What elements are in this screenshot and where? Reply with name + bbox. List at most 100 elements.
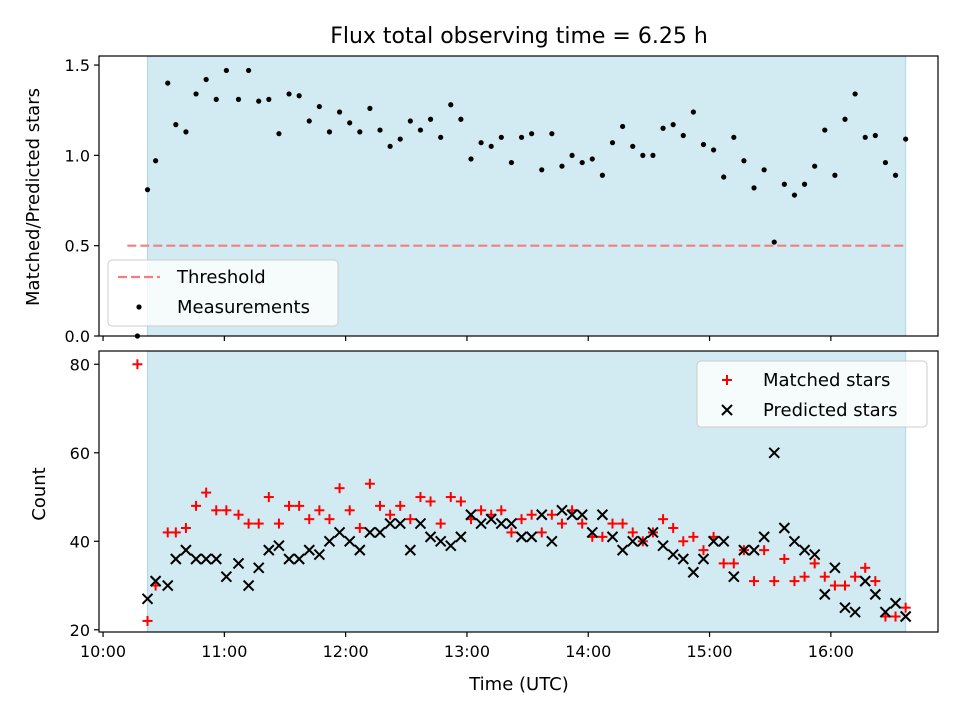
matched-star-point (607, 518, 618, 529)
matched-star-point (294, 500, 305, 511)
measurement-point (650, 152, 656, 158)
predicted-star-point (849, 606, 861, 618)
matched-star-point (201, 487, 212, 498)
matched-star-point (617, 518, 628, 529)
measurement-point (276, 131, 282, 137)
matched-star-point (668, 523, 679, 534)
predicted-star-point (566, 509, 578, 521)
matched-star-point (142, 615, 153, 626)
legend-box (696, 360, 928, 428)
matched-star-point (273, 518, 284, 529)
measurement-point (589, 156, 595, 162)
matched-star-point (435, 518, 446, 529)
x-tick-label: 13:00 (444, 642, 490, 661)
bottom-legend: Matched stars Predicted stars (696, 360, 928, 428)
predicted-star-point (667, 548, 679, 561)
matched-star-point (698, 545, 709, 556)
predicted-star-point (343, 535, 356, 547)
y-tick-label: 60 (70, 444, 90, 463)
matched-star-point (819, 571, 830, 582)
matched-star-point (445, 492, 456, 503)
predicted-star-point (242, 579, 255, 592)
measurement-point (458, 116, 464, 122)
measurement-point (781, 181, 787, 187)
measurement-point (559, 163, 565, 169)
predicted-star-point (556, 504, 568, 517)
matched-star-point (546, 509, 557, 520)
predicted-star-point (162, 579, 174, 592)
matched-star-point (415, 492, 426, 503)
matched-star-point (253, 518, 264, 529)
measurement-point (165, 80, 171, 86)
y-tick-label: 1.0 (65, 146, 90, 165)
predicted-star-point (455, 531, 467, 543)
measurement-point (193, 91, 199, 97)
measurement-point (549, 131, 555, 137)
legend-matched-swatch (722, 375, 732, 385)
measurement-point (630, 143, 636, 149)
predicted-star-point (170, 553, 182, 565)
measurement-point (892, 172, 899, 178)
matched-star-point (191, 500, 202, 511)
measurement-point (660, 125, 666, 131)
measurement-point (203, 76, 209, 83)
measurement-point (751, 185, 757, 191)
matched-star-point (809, 558, 820, 569)
matched-star-point (425, 496, 436, 507)
matched-star-point (840, 580, 851, 591)
measurement-point (832, 172, 838, 178)
measurement-point (710, 147, 717, 153)
predicted-star-point (728, 570, 740, 583)
y-tick-label: 0.0 (65, 327, 90, 346)
measurement-point (266, 96, 272, 102)
legend-predicted-label: Predicted stars (763, 400, 897, 421)
matched-star-point (759, 545, 770, 556)
measurement-point (822, 127, 828, 133)
predicted-star-point (697, 553, 710, 565)
legend-matched-label: Matched stars (763, 370, 890, 391)
predicted-star-point (323, 535, 336, 547)
matched-star-point (678, 536, 689, 547)
measurement-point (518, 134, 525, 140)
predicted-star-point (273, 540, 285, 552)
predicted-star-point (576, 509, 588, 521)
measurement-point (498, 134, 504, 140)
measurement-point (670, 122, 676, 128)
predicted-star-point (141, 593, 154, 605)
legend-threshold-label: Threshold (176, 267, 266, 288)
predicted-star-point (647, 526, 659, 539)
measurement-point (357, 129, 363, 135)
predicted-star-point (707, 535, 720, 547)
measurement-point (862, 134, 868, 140)
matched-star-point (364, 478, 375, 489)
measurement-point (529, 131, 535, 137)
matched-star-point (688, 531, 699, 542)
measurement-point (468, 156, 474, 162)
matched-star-point (221, 505, 232, 516)
predicted-star-point (465, 509, 477, 521)
matched-star-point (233, 509, 244, 520)
predicted-star-point (657, 540, 669, 552)
predicted-star-point (495, 517, 508, 530)
predicted-star-point (200, 553, 212, 565)
measurement-point (316, 103, 322, 110)
top-panel: 0.0 0.5 1.0 1.5 Threshold Measurements (65, 55, 939, 346)
matched-star-point (718, 558, 729, 569)
measurement-point (903, 136, 909, 142)
measurement-point (842, 116, 848, 122)
matched-star-point (890, 611, 901, 622)
matched-star-point (180, 523, 191, 534)
predicted-star-point (354, 544, 366, 556)
measurement-point (326, 129, 333, 135)
y-tick-label: 0.5 (65, 237, 90, 256)
measurement-point (367, 105, 373, 111)
predicted-star-point (364, 526, 376, 539)
matched-star-point (284, 500, 295, 511)
predicted-star-point (616, 544, 629, 556)
predicted-star-point (839, 601, 851, 614)
predicted-star-point (394, 517, 406, 530)
measurement-point (620, 123, 626, 130)
predicted-star-point (738, 544, 750, 556)
matched-star-point (870, 576, 881, 587)
